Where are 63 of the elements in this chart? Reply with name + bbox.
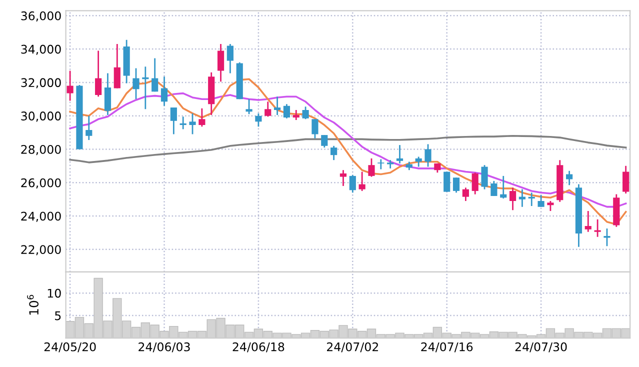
- candlestick: [189, 112, 196, 135]
- candlestick: [358, 171, 366, 192]
- candlestick: [264, 100, 272, 118]
- candlestick: [114, 43, 120, 89]
- candlestick: [152, 58, 158, 92]
- candlestick: [95, 50, 102, 98]
- y-tick-label: 5: [55, 311, 61, 320]
- candlestick: [481, 164, 488, 190]
- candlestick: [255, 112, 262, 128]
- candlestick: [198, 108, 206, 128]
- candlestick: [292, 109, 300, 121]
- y-tick-label: 22,000: [21, 245, 61, 256]
- candlestick: [538, 194, 544, 208]
- candlestick: [66, 70, 74, 102]
- candlestick: [274, 96, 281, 116]
- candlestick: [622, 165, 630, 194]
- x-tick-label: 24/07/16: [421, 342, 473, 352]
- candlestick: [462, 186, 469, 202]
- candlestick: [283, 103, 290, 120]
- y-tick-label: 10: [48, 288, 61, 298]
- candlestick: [490, 180, 498, 197]
- x-tick-label: 24/07/30: [515, 342, 567, 352]
- candlestick: [104, 72, 112, 116]
- candlestick: [472, 172, 478, 195]
- candlestick: [160, 76, 168, 107]
- line-series: [69, 78, 627, 226]
- candlestick: [566, 170, 573, 186]
- candlestick: [349, 174, 356, 194]
- candlestick: [518, 188, 526, 208]
- candlestick: [368, 158, 375, 178]
- candlestick: [86, 115, 92, 141]
- candlestick: [396, 144, 404, 164]
- candlestick: [424, 144, 432, 168]
- candlestick: [452, 176, 460, 194]
- y-tick-label: 34,000: [21, 44, 61, 55]
- x-tick-label: 24/06/18: [232, 342, 284, 352]
- candlestick: [302, 106, 309, 120]
- x-tick-label: 24/06/03: [138, 342, 190, 352]
- candlestick: [321, 134, 328, 148]
- y-tick-label: 30,000: [21, 112, 61, 122]
- y-axis-title: 10$^{6}$: [27, 294, 39, 315]
- y-tick-label: 26,000: [21, 178, 61, 188]
- y-tick-label: 32,000: [21, 78, 61, 88]
- x-tick-label: 24/05/20: [44, 342, 96, 352]
- candlestick: [584, 210, 592, 233]
- candlestick: [330, 145, 338, 161]
- candlestick: [226, 43, 234, 74]
- candlestick: [312, 118, 318, 140]
- x-tick-label: 24/07/02: [327, 342, 378, 352]
- candlestick: [444, 171, 450, 192]
- candlestick: [547, 200, 554, 212]
- y-tick-label: 28,000: [21, 144, 61, 156]
- candlestick: [340, 169, 347, 187]
- candlestick: [509, 186, 516, 211]
- candlestick: [217, 43, 224, 82]
- y-tick-label: 36,000: [21, 11, 61, 22]
- candlestick: [170, 106, 177, 135]
- candlestick: [594, 218, 601, 238]
- line-series: [69, 134, 627, 164]
- candlestick: [246, 98, 252, 115]
- candlestick: [378, 158, 384, 170]
- candlestick: [132, 68, 140, 100]
- y-tick-label: 24,000: [21, 212, 61, 222]
